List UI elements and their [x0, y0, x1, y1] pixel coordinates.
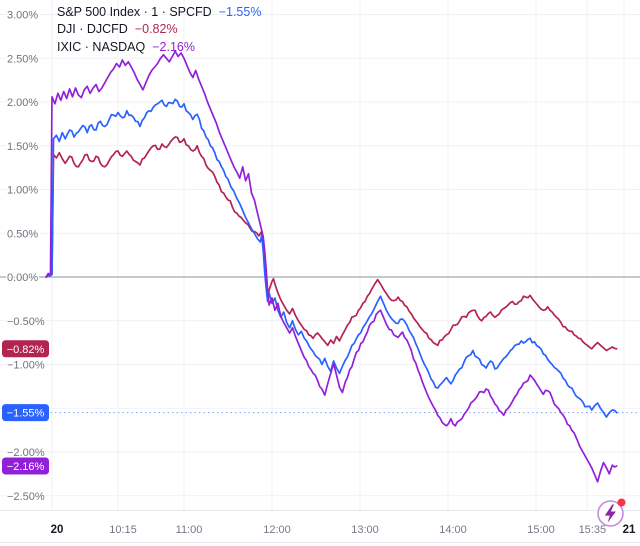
price-badge [2, 404, 49, 422]
time-label: 15:35 [579, 524, 607, 536]
price-axis-label: −1.00% [7, 360, 45, 372]
price-axis-label: 0.50% [7, 228, 38, 240]
legend-row-spx[interactable]: S&P 500 Index · 1 · SPCFD −1.55% [57, 4, 261, 21]
chart-grid [0, 0, 640, 510]
price-axis-label: −2.00% [7, 447, 45, 459]
date-label: 20 [51, 524, 64, 536]
price-axis-label: 2.50% [7, 53, 38, 65]
time-label: 14:00 [439, 524, 467, 536]
date-label: 21 [623, 524, 636, 536]
legend-symbol: S&P 500 Index · 1 · SPCFD [57, 5, 212, 19]
price-axis-label: 1.50% [7, 141, 38, 153]
time-label: 12:00 [263, 524, 291, 536]
price-axis-label: −2.50% [7, 491, 45, 503]
price-badges: −0.82% −1.55% −2.16% [2, 340, 49, 475]
price-badge [2, 340, 49, 358]
price-badge [2, 457, 49, 475]
series-line-dji [45, 136, 618, 352]
notification-dot [617, 498, 626, 507]
price-axis-label: 1.00% [7, 185, 38, 197]
time-label: 13:00 [351, 524, 379, 536]
price-axis-label: −0.50% [7, 316, 45, 328]
legend-change-value: −1.55% [218, 5, 262, 19]
flash-icon[interactable] [597, 498, 626, 527]
time-label: 11:00 [176, 524, 203, 536]
price-axis-label: 2.00% [7, 97, 38, 109]
price-badge-label: −2.16% [7, 461, 45, 473]
legend-change-value: −0.82% [134, 22, 178, 37]
price-axis-label: 0.00% [7, 272, 38, 284]
chart-legend: S&P 500 Index · 1 · SPCFD −1.55% DJI · DJC… [57, 4, 261, 56]
legend-row-dji[interactable]: DJI · DJCFD −0.82% [57, 21, 261, 38]
lightning-bolt-icon [604, 504, 616, 523]
time-axis[interactable]: 20 10:15 11:00 12:00 13:00 14:00 15:00 15:35 21 [0, 510, 640, 543]
price-axis[interactable]: 3.00% 2.50% 2.00% 1.50% 1.00% 0.50% 0.00% −0.50… [6, 8, 47, 504]
legend-symbol: DJI · DJCFD [57, 22, 128, 37]
price-series [45, 50, 618, 483]
series-line-spx [45, 98, 618, 418]
legend-change-value: −2.16% [152, 39, 195, 54]
legend-row-ixic[interactable]: IXIC · NASDAQ −2.16% [57, 39, 261, 56]
price-axis-label: 3.00% [7, 10, 38, 22]
series-line-ixic [45, 50, 618, 483]
time-label: 10:15 [109, 524, 137, 536]
legend-symbol: IXIC · NASDAQ [57, 39, 146, 54]
price-badge-label: −0.82% [7, 344, 45, 356]
time-label: 15:00 [527, 524, 555, 536]
price-badge-label: −1.55% [7, 408, 45, 420]
